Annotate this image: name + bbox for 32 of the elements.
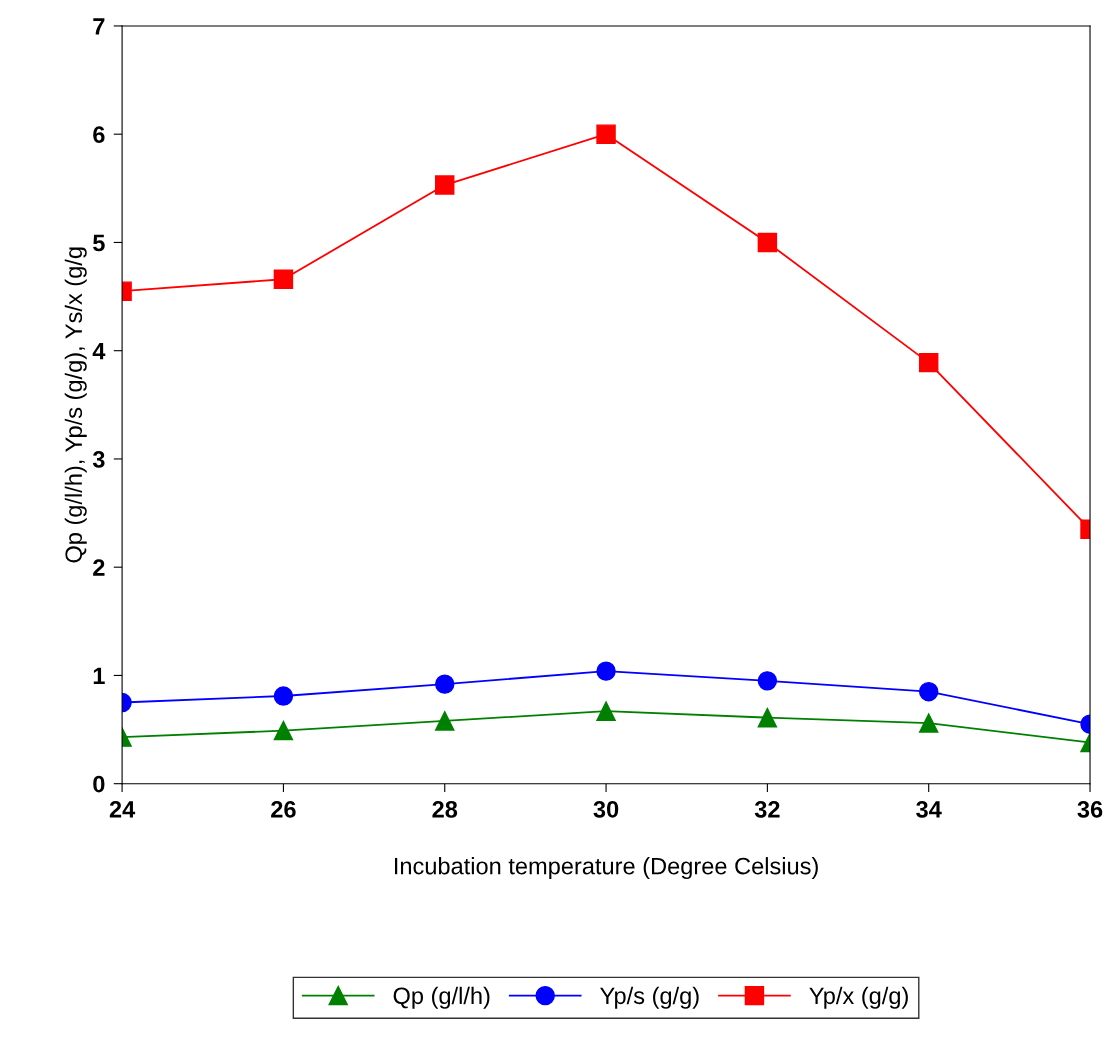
point <box>757 707 778 728</box>
y-tick-label: 1 <box>93 667 105 684</box>
point <box>918 352 939 373</box>
point <box>435 711 455 731</box>
y-tick-label: 7 <box>93 18 105 35</box>
y-tick-label: 3 <box>92 451 105 468</box>
x-tick-label: 24 <box>109 800 136 818</box>
legend-label: Yp/x (g/g) <box>809 986 908 1009</box>
y-tick-label: 6 <box>93 126 105 143</box>
point <box>596 661 616 681</box>
point <box>757 671 778 691</box>
point <box>435 674 455 694</box>
x-tick-label: 28 <box>432 800 458 818</box>
point <box>757 232 778 253</box>
point <box>596 701 616 721</box>
y-tick-label: 5 <box>93 234 105 252</box>
x-tick-label: 32 <box>754 800 780 818</box>
point <box>596 124 616 144</box>
x-axis-title: Incubation temperature (Degree Celsius) <box>395 857 818 880</box>
x-tick-label: 26 <box>271 800 296 818</box>
y-axis-title: Qp (g/l/h), Yp/s (g/g), Ys/x (g/g <box>64 247 87 563</box>
y-tick-label: 4 <box>92 343 106 360</box>
x-tick-label: 30 <box>593 800 619 818</box>
x-tick-label: 34 <box>916 800 942 818</box>
point <box>918 713 939 733</box>
point <box>435 175 455 195</box>
point <box>918 681 939 702</box>
x-tick-label: 36 <box>1077 800 1103 818</box>
y-tick-label: 0 <box>93 775 105 793</box>
legend-label: Qp (g/l/h) <box>393 986 490 1009</box>
y-tick-label: 2 <box>93 559 105 576</box>
legend-label: Yp/s (g/g) <box>600 986 699 1009</box>
